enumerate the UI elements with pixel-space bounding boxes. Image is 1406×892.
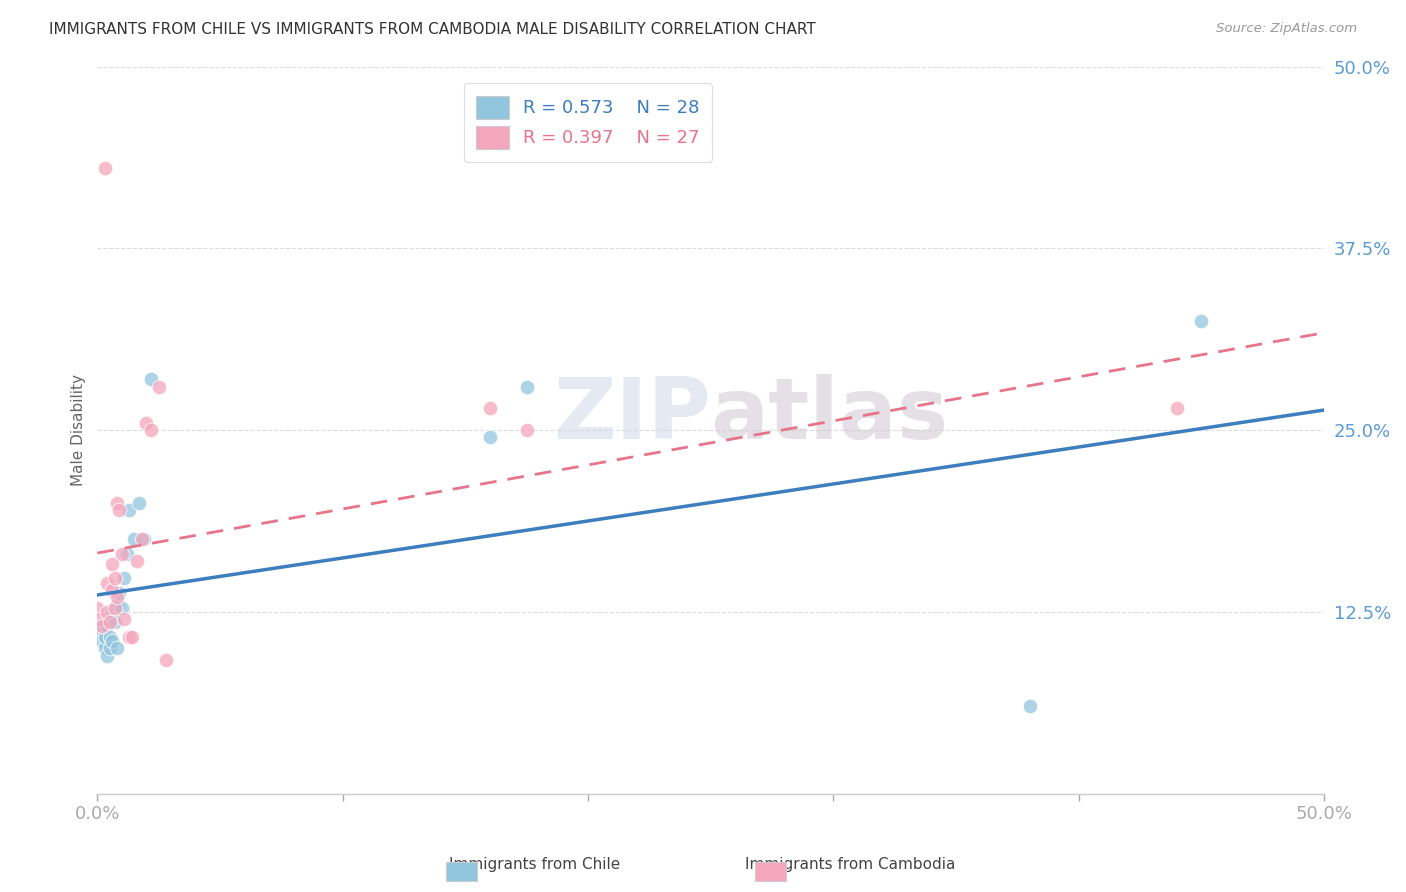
Point [103, 600, 125, 615]
Point [1166, 401, 1188, 416]
Point [155, 653, 177, 667]
Legend: R = 0.573    N = 28, R = 0.397    N = 27: R = 0.573 N = 28, R = 0.397 N = 27 [464, 83, 713, 161]
Point [101, 634, 124, 648]
Point [516, 423, 538, 437]
Point [111, 547, 134, 561]
Point [93, 641, 115, 656]
Point [98, 641, 121, 656]
Point [105, 641, 128, 656]
Point [125, 554, 148, 568]
Point [122, 532, 145, 546]
Y-axis label: Male Disability: Male Disability [72, 374, 86, 486]
Point [148, 379, 170, 393]
Point [516, 379, 538, 393]
Point [101, 605, 124, 619]
Point [91, 626, 114, 640]
Point [478, 430, 501, 444]
Text: Source: ZipAtlas.com: Source: ZipAtlas.com [1216, 22, 1357, 36]
Point [86, 619, 108, 633]
Point [1189, 314, 1212, 328]
Point [108, 503, 131, 517]
Point [141, 423, 163, 437]
Point [128, 496, 150, 510]
Point [118, 503, 141, 517]
Point [105, 496, 128, 510]
Point [96, 605, 118, 619]
Text: ZIP: ZIP [553, 374, 710, 457]
Point [91, 619, 114, 633]
Point [132, 532, 155, 546]
Point [118, 630, 141, 644]
Point [121, 630, 143, 644]
Point [135, 416, 157, 430]
Point [98, 612, 121, 626]
Point [1018, 699, 1040, 714]
Point [103, 571, 125, 585]
Point [98, 630, 121, 644]
Text: IMMIGRANTS FROM CHILE VS IMMIGRANTS FROM CAMBODIA MALE DISABILITY CORRELATION CH: IMMIGRANTS FROM CHILE VS IMMIGRANTS FROM… [49, 22, 815, 37]
Point [112, 571, 135, 585]
Point [115, 547, 138, 561]
Point [96, 619, 118, 633]
Point [86, 600, 108, 615]
Point [96, 648, 118, 663]
Text: atlas: atlas [710, 374, 949, 457]
Point [93, 161, 115, 176]
Point [105, 591, 128, 605]
Point [105, 598, 128, 612]
Point [112, 612, 135, 626]
Point [101, 583, 124, 598]
Point [108, 586, 131, 600]
Text: Immigrants from Cambodia: Immigrants from Cambodia [745, 857, 956, 872]
Point [91, 634, 114, 648]
Point [131, 532, 153, 546]
Point [93, 630, 115, 644]
Point [141, 372, 163, 386]
Text: Immigrants from Chile: Immigrants from Chile [449, 857, 620, 872]
Point [98, 615, 121, 629]
Point [89, 612, 111, 626]
Point [478, 401, 501, 416]
Point [101, 557, 124, 571]
Point [103, 615, 125, 629]
Point [96, 575, 118, 590]
Point [111, 600, 134, 615]
